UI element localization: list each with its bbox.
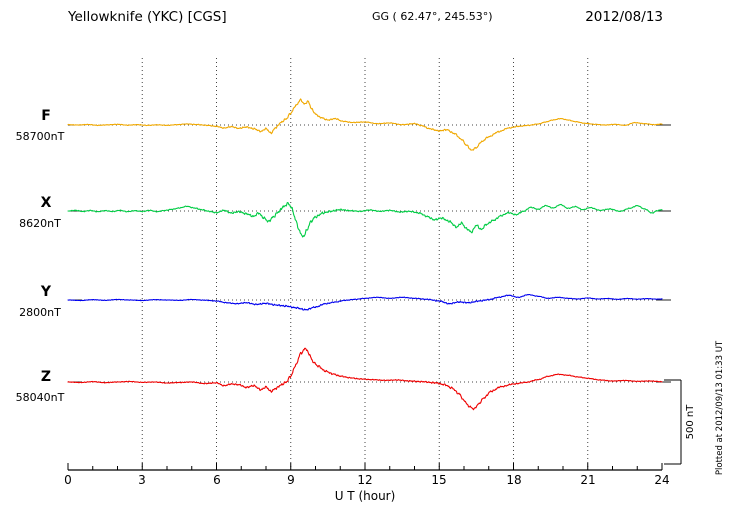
geographic-coords-label: GG ( 62.47°, 245.53°) [372,10,493,23]
station-title: Yellowknife (YKC) [CGS] [67,9,227,25]
x-tick-18: 18 [506,473,521,487]
x-tick-6: 6 [213,473,221,487]
x-axis-tick-labels: 0 3 6 9 12 15 18 21 24 [64,473,669,487]
x-tick-15: 15 [431,473,446,487]
series-label-F: F 58700nT [16,108,65,143]
x-axis-label: U T (hour) [335,489,396,503]
scale-bar-label: 500 nT [685,404,696,440]
grid-layer [67,58,671,471]
scale-bar: 500 nT [664,379,696,465]
series-name-Z: Z [41,369,51,385]
series-baseline-Y: 2800nT [19,306,61,319]
series-baseline-Z: 58040nT [16,391,65,404]
series-baseline-X: 8620nT [19,217,61,230]
traces-layer [67,98,663,411]
series-name-Y: Y [40,284,52,300]
series-label-X: X 8620nT [19,195,61,230]
series-label-Y: Y 2800nT [19,284,61,319]
x-tick-3: 3 [138,473,146,487]
x-tick-21: 21 [580,473,595,487]
series-name-X: X [41,195,52,211]
date-label: 2012/08/13 [585,9,663,25]
x-tick-24: 24 [654,473,669,487]
x-tick-12: 12 [357,473,372,487]
x-tick-0: 0 [64,473,72,487]
x-tick-9: 9 [287,473,295,487]
series-label-Z: Z 58040nT [16,369,65,404]
plotted-at-label: Plotted at 2012/09/13 01:33 UT [715,340,725,475]
series-name-F: F [41,108,51,124]
series-baseline-F: 58700nT [16,130,65,143]
